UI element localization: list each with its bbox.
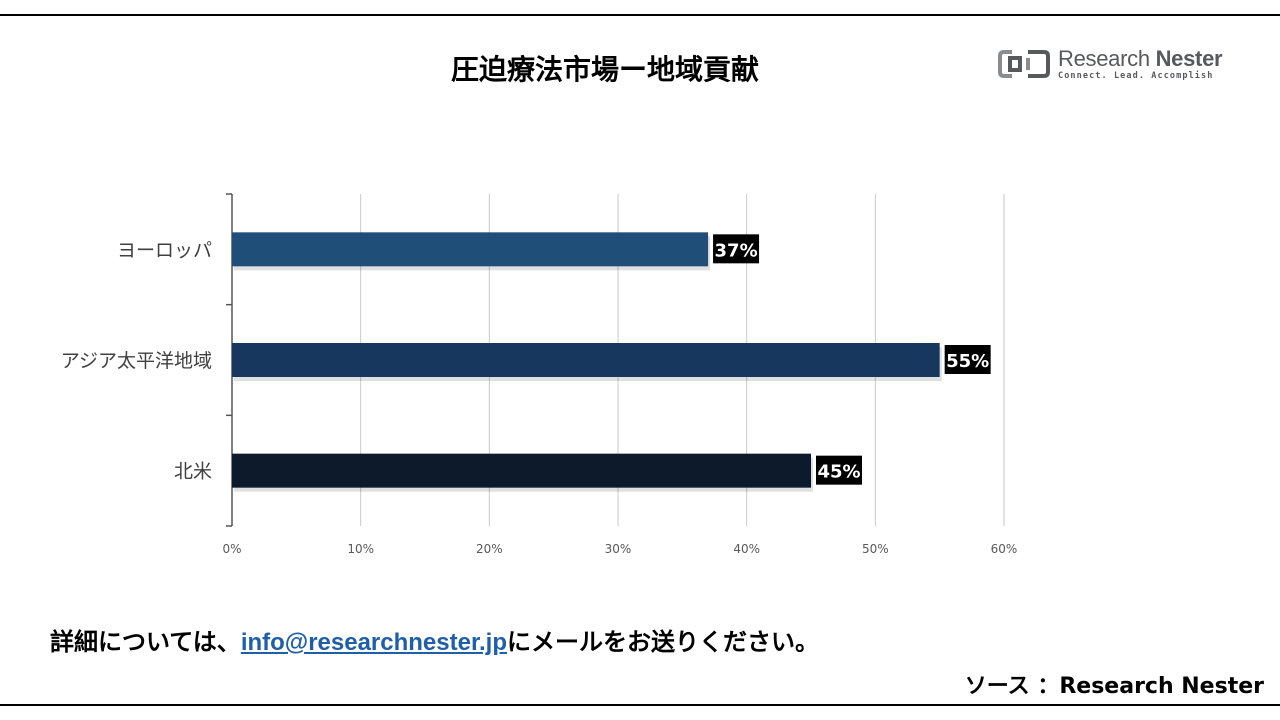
- value-label-2: 45%: [817, 462, 860, 483]
- x-tick-label-40: 40%: [733, 542, 760, 556]
- x-tick-label-10: 10%: [347, 542, 374, 556]
- value-label-bg-0: [713, 234, 760, 264]
- value-label-0: 37%: [715, 240, 758, 261]
- category-label-2: 北米: [174, 461, 212, 483]
- x-tick-label-60: 60%: [991, 542, 1018, 556]
- logo-mark-icon: [998, 50, 1050, 78]
- page-title: 圧迫療法市場ー地域貢献: [450, 53, 759, 86]
- x-tick-label-30: 30%: [605, 542, 632, 556]
- top-rule: [0, 14, 1280, 16]
- x-tick-label-20: 20%: [476, 542, 503, 556]
- logo-word-nester: Nester: [1155, 46, 1223, 71]
- source-credit: ソース ：Research Nester: [964, 674, 1264, 699]
- value-label-bg-2: [816, 455, 862, 485]
- contact-footer: 詳細については、info@researchnester.jpにメールをお送りくだ…: [50, 622, 819, 657]
- bottom-rule: [0, 704, 1280, 706]
- bar-2: [232, 453, 811, 488]
- x-tick-label-50: 50%: [862, 542, 889, 556]
- logo-word-research: Research: [1058, 46, 1150, 71]
- value-label-1: 55%: [946, 351, 989, 372]
- x-tick-label-0: 0%: [222, 542, 241, 556]
- logo-name: Research Nester: [1058, 46, 1223, 72]
- footer-suffix: にメールをお送りください。: [506, 628, 819, 656]
- value-label-bg-1: [944, 345, 991, 374]
- bar-0: [232, 232, 709, 267]
- bar-1: [232, 343, 940, 377]
- footer-prefix: 詳細については、: [50, 628, 241, 656]
- email-link[interactable]: info@researchnester.jp: [240, 629, 507, 656]
- category-label-1: アジア太平洋地域: [61, 350, 212, 372]
- research-nester-logo: Research Nester Connect. Lead. Accomplis…: [998, 46, 1228, 86]
- logo-tagline: Connect. Lead. Accomplish: [1058, 71, 1214, 81]
- category-label-0: ヨーロッパ: [117, 239, 212, 261]
